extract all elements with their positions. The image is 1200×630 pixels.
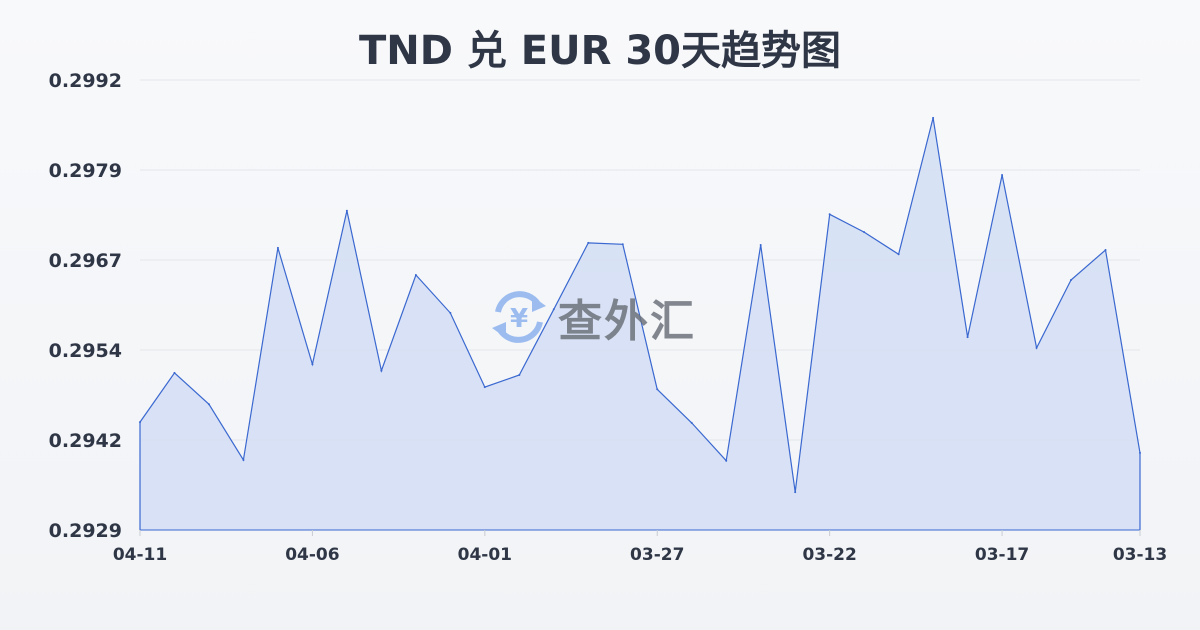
data-point (1035, 346, 1038, 349)
x-tick-label: 03-27 (630, 545, 684, 565)
series-line (139, 117, 1141, 530)
data-point (1104, 249, 1107, 251)
x-tick-label: 04-01 (458, 545, 512, 565)
data-point (311, 363, 314, 366)
x-tick-label: 04-06 (285, 545, 339, 565)
data-point (794, 491, 797, 494)
data-point (966, 336, 969, 339)
data-point (897, 253, 900, 256)
data-point (1070, 279, 1073, 281)
y-tick-label: 0.2967 (49, 250, 122, 272)
area-fill (140, 117, 1140, 531)
data-point (242, 459, 245, 461)
watermark-text: 查外汇 (558, 296, 696, 347)
y-tick-label: 0.2954 (49, 340, 122, 362)
y-tick-label: 0.2929 (49, 520, 122, 542)
data-point (139, 421, 141, 424)
x-tick-label: 03-13 (1113, 545, 1167, 565)
data-point (449, 311, 452, 314)
data-point (932, 116, 935, 119)
data-point (587, 241, 590, 244)
data-point (828, 213, 831, 216)
data-point (690, 421, 693, 424)
y-tick-label: 0.2942 (49, 430, 122, 452)
y-tick-label: 0.2979 (49, 160, 122, 182)
data-point (656, 388, 659, 391)
data-point (518, 374, 521, 376)
data-point (483, 386, 486, 389)
data-point (1001, 174, 1004, 176)
yen-exchange-icon: ¥ (492, 291, 546, 343)
data-point (1139, 451, 1141, 454)
data-point (414, 274, 417, 276)
watermark: ¥ 查外汇 (488, 285, 696, 349)
data-point (863, 231, 866, 234)
data-point (759, 244, 762, 246)
data-point (380, 369, 383, 372)
svg-text:¥: ¥ (510, 304, 528, 334)
data-point (725, 459, 728, 462)
x-tick-label: 03-22 (802, 545, 856, 565)
data-point (552, 308, 555, 311)
y-tick-label: 0.2992 (49, 70, 122, 92)
x-tick-label: 03-17 (975, 545, 1029, 565)
chart-title: TND 兑 EUR 30天趋势图 (358, 28, 841, 74)
data-point (621, 243, 624, 246)
data-point (207, 403, 210, 406)
data-point (276, 246, 279, 249)
x-tick-label: 04-11 (113, 545, 167, 565)
data-point (345, 209, 348, 212)
data-point (173, 371, 176, 374)
